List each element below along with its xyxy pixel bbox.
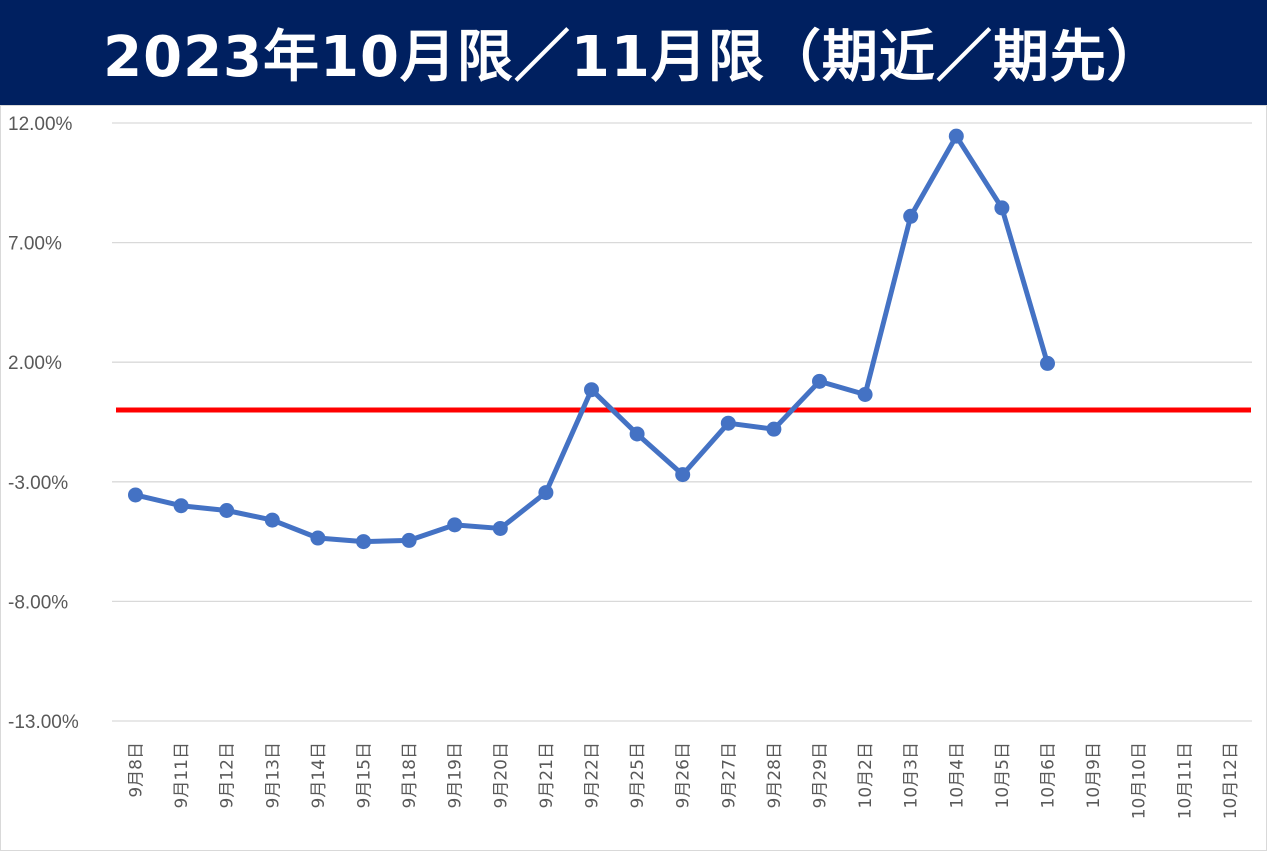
x-tick-label: 9月18日 — [400, 742, 420, 808]
data-point — [173, 498, 189, 514]
data-point — [584, 382, 599, 398]
x-tick-label: 9月21日 — [537, 742, 557, 808]
data-point — [629, 426, 645, 442]
data-point — [903, 208, 919, 224]
x-tick-label: 10月4日 — [947, 742, 967, 808]
x-tick-label: 9月26日 — [674, 742, 694, 808]
x-tick-label: 10月11日 — [1175, 742, 1195, 819]
x-tick-label: 10月9日 — [1084, 742, 1104, 808]
x-tick-label: 10月3日 — [902, 742, 922, 808]
y-tick-label: 2.00% — [8, 353, 62, 374]
y-tick-label: -3.00% — [8, 473, 68, 494]
x-tick-label: 9月25日 — [628, 742, 648, 808]
x-tick-label: 9月22日 — [583, 742, 603, 808]
series-polyline — [134, 133, 1050, 545]
x-tick-label: 10月6日 — [1039, 742, 1059, 808]
data-point — [857, 386, 873, 402]
x-tick-label: 9月28日 — [765, 742, 785, 808]
data-point — [492, 520, 508, 536]
data-point — [812, 373, 827, 389]
x-axis-tick-labels: 9月8日 9月11日 9月12日 9月13日 9月14日 9月15日 9月18日 9月19日 9… — [127, 742, 1241, 819]
x-tick-label: 9月13日 — [263, 742, 283, 808]
y-tick-label: -8.00% — [8, 592, 68, 613]
x-tick-label: 9月8日 — [127, 742, 147, 798]
x-tick-label: 9月12日 — [218, 742, 238, 808]
x-tick-label: 9月11日 — [172, 742, 192, 808]
y-tick-label: 12.00% — [8, 114, 73, 135]
data-point — [264, 512, 280, 528]
line-chart: 12.00% 7.00% 2.00% -3.00% -8.00% -13.00% 9月8日… — [8, 114, 1252, 819]
data-point — [310, 530, 326, 546]
y-tick-label: -13.00% — [8, 712, 79, 733]
data-point — [447, 517, 463, 533]
data-point — [401, 532, 417, 548]
x-tick-label: 9月27日 — [719, 742, 739, 808]
gridlines — [112, 122, 1252, 722]
x-tick-label: 9月20日 — [491, 742, 511, 808]
data-point — [356, 534, 371, 550]
data-point — [128, 487, 143, 503]
data-point — [948, 128, 964, 144]
x-tick-label: 10月10日 — [1130, 742, 1150, 819]
x-tick-label: 9月15日 — [355, 742, 375, 808]
data-point — [538, 485, 554, 501]
data-point — [766, 421, 782, 437]
x-tick-label: 9月29日 — [811, 742, 831, 808]
data-point — [994, 200, 1010, 216]
chart-title: 2023年10月限／11月限（期近／期先） — [0, 0, 1267, 105]
x-tick-label: 9月14日 — [309, 742, 329, 808]
y-axis-tick-labels: 12.00% 7.00% 2.00% -3.00% -8.00% -13.00% — [8, 114, 79, 733]
data-point — [219, 503, 235, 519]
data-point — [1040, 355, 1055, 371]
data-point — [675, 467, 691, 483]
x-tick-label: 9月19日 — [446, 742, 466, 808]
x-tick-label: 10月12日 — [1221, 742, 1241, 819]
x-tick-label: 10月2日 — [856, 742, 876, 808]
data-point — [720, 415, 736, 431]
y-tick-label: 7.00% — [8, 234, 62, 255]
x-tick-label: 10月5日 — [993, 742, 1013, 808]
series-line — [128, 128, 1055, 550]
